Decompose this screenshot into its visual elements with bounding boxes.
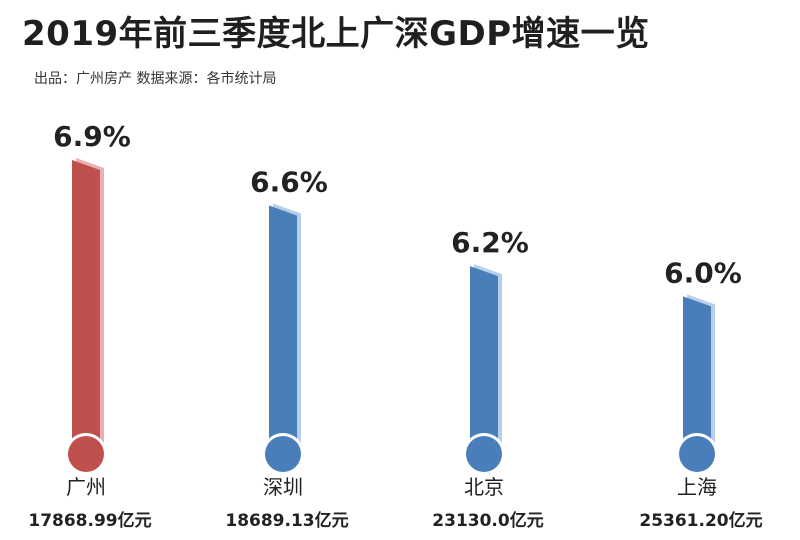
value-label: 6.0% — [664, 256, 742, 289]
value-label: 6.9% — [53, 120, 131, 153]
bulb — [466, 436, 502, 472]
bar — [72, 160, 100, 448]
gdp-label: 25361.20亿元 — [639, 510, 762, 531]
value-label: 6.2% — [451, 226, 529, 259]
category-label: 北京 — [464, 475, 504, 499]
bulb — [68, 436, 104, 472]
category-label: 广州 — [66, 475, 106, 499]
bulb — [265, 436, 301, 472]
bar — [683, 296, 711, 448]
category-label: 上海 — [677, 475, 717, 499]
bar — [470, 266, 498, 448]
gdp-label: 23130.0亿元 — [432, 510, 543, 531]
category-label: 深圳 — [263, 475, 303, 499]
bar — [269, 205, 297, 448]
bulb — [679, 436, 715, 472]
value-label: 6.6% — [250, 165, 328, 198]
chart-subtitle: 出品：广州房产 数据来源：各市统计局 — [34, 71, 277, 87]
gdp-label: 17868.99亿元 — [28, 510, 151, 531]
gdp-label: 18689.13亿元 — [225, 510, 348, 531]
chart-title: 2019年前三季度北上广深GDP增速一览 — [22, 14, 650, 54]
